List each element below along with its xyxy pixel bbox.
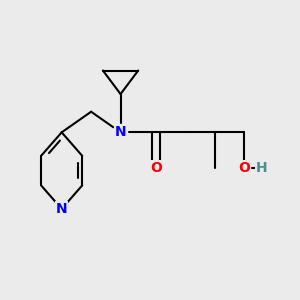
Text: N: N bbox=[115, 125, 126, 139]
Text: N: N bbox=[56, 202, 68, 216]
Text: H: H bbox=[256, 161, 268, 175]
Text: O: O bbox=[150, 161, 162, 175]
Text: O: O bbox=[238, 161, 250, 175]
